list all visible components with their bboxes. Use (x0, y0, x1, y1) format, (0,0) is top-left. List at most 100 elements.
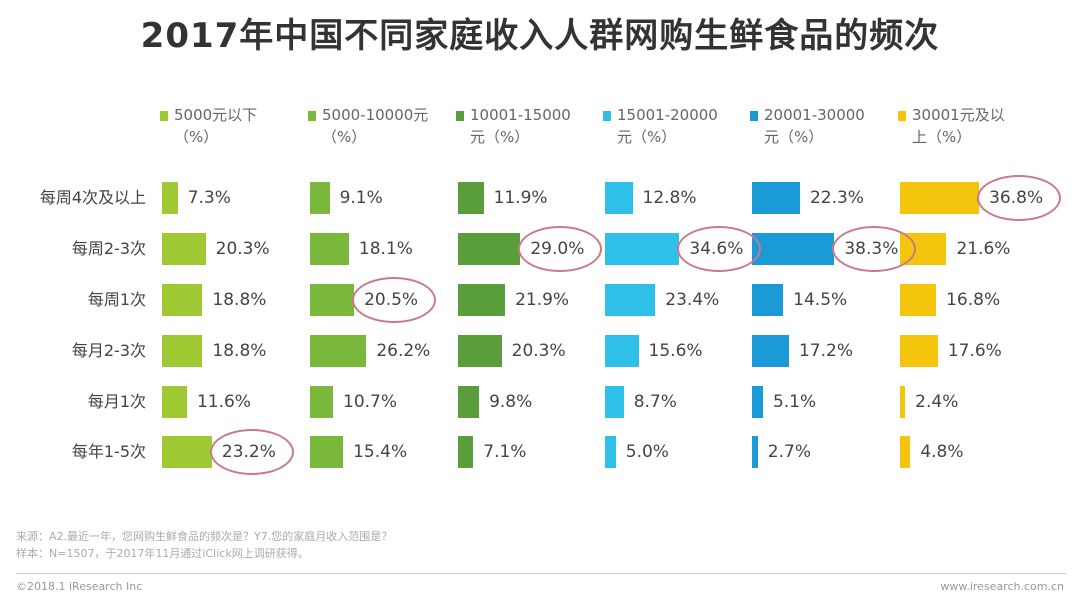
bar-s2-c1 (458, 233, 521, 265)
bar-label-s1-c5: 15.4% (353, 442, 408, 462)
legend-unit-5: 上（%） (912, 128, 972, 146)
highlight-circle-0 (209, 429, 294, 475)
bar-s5-c5 (900, 436, 911, 468)
bar-label-s3-c5: 5.0% (625, 442, 669, 462)
legend-unit-4: 元（%） (764, 128, 824, 146)
highlight-circle-1 (352, 277, 437, 323)
bar-label-s0-c2: 18.8% (212, 290, 267, 310)
legend-swatch-4 (750, 110, 758, 121)
legend-label-3: 15001-20000 (617, 106, 718, 124)
legend-unit-1: （%） (322, 128, 367, 146)
bar-label-s5-c1: 21.6% (956, 239, 1011, 259)
legend-label-2: 10001-15000 (470, 106, 571, 124)
legend-unit-2: 元（%） (470, 128, 530, 146)
bar-s4-c1 (752, 233, 835, 265)
bar-label-s1-c0: 9.1% (339, 188, 383, 208)
bar-s3-c0 (605, 182, 633, 214)
bar-s1-c4 (310, 386, 333, 418)
bar-label-s4-c4: 5.1% (772, 392, 817, 412)
bar-s0-c3 (162, 335, 203, 367)
legend-swatch-5 (898, 110, 906, 121)
bar-s5-c4 (900, 386, 906, 418)
legend-item-3: 15001-20000 元（%） (603, 104, 753, 148)
bar-label-s2-c2: 21.9% (515, 290, 570, 310)
legend-swatch-1 (308, 110, 316, 121)
bar-label-s1-c1: 18.1% (358, 239, 413, 259)
legend-item-2: 10001-15000 元（%） (456, 104, 606, 148)
category-label-1: 每周2-3次 (71, 239, 146, 258)
chart-title: 2017年中国不同家庭收入人群网购生鲜食品的频次 (140, 16, 940, 56)
bar-label-s5-c4: 2.4% (915, 392, 959, 412)
bar-s4-c2 (752, 284, 784, 316)
bar-s5-c0 (900, 182, 980, 214)
bar-label-s4-c5: 2.7% (767, 442, 811, 462)
bar-s0-c5 (162, 436, 212, 468)
legend-unit-0: （%） (174, 128, 219, 146)
bar-s1-c1 (310, 233, 349, 265)
bar-label-s5-c2: 16.8% (946, 290, 1001, 310)
bar-s1-c2 (310, 284, 355, 316)
category-label-4: 每月1次 (87, 392, 146, 411)
legend-label-1: 5000-10000元 (322, 106, 429, 124)
bar-label-s5-c3: 17.6% (947, 341, 1002, 361)
legend-label-4: 20001-30000 (764, 106, 865, 124)
legend-label-0: 5000元以下 (174, 106, 258, 124)
bar-label-s4-c2: 14.5% (793, 290, 848, 310)
bar-label-s1-c3: 26.2% (376, 341, 431, 361)
highlight-circle-4 (832, 226, 917, 272)
bar-label-s1-c4: 10.7% (343, 392, 398, 412)
bar-label-s2-c3: 20.3% (511, 341, 566, 361)
bar-s3-c2 (605, 284, 656, 316)
bar-s0-c0 (162, 182, 178, 214)
legend-unit-3: 元（%） (617, 128, 677, 146)
bar-label-s3-c0: 12.8% (642, 188, 697, 208)
legend-label-5: 30001元及以 (912, 106, 1005, 124)
bar-label-s3-c2: 23.4% (665, 290, 720, 310)
bar-s5-c2 (900, 284, 937, 316)
bar-s3-c1 (605, 233, 680, 265)
bar-s4-c4 (752, 386, 763, 418)
category-label-3: 每月2-3次 (71, 341, 146, 360)
bar-s3-c4 (605, 386, 624, 418)
bar-label-s0-c3: 18.8% (212, 341, 267, 361)
bar-label-s4-c3: 17.2% (798, 341, 853, 361)
bar-label-s0-c1: 20.3% (215, 239, 270, 259)
category-label-0: 每周4次及以上 (39, 188, 146, 207)
bar-s4-c5 (752, 436, 758, 468)
bar-s1-c3 (310, 335, 367, 367)
bar-s4-c0 (752, 182, 800, 214)
bar-label-s2-c0: 11.9% (493, 188, 548, 208)
bar-s2-c2 (458, 284, 506, 316)
bar-s5-c3 (900, 335, 938, 367)
bar-s0-c4 (162, 386, 187, 418)
website-link[interactable]: www.iresearch.com.cn (940, 580, 1064, 593)
bar-label-s4-c0: 22.3% (809, 188, 864, 208)
bar-label-s3-c4: 8.7% (633, 392, 677, 412)
legend-swatch-3 (603, 110, 611, 121)
bar-s0-c2 (162, 284, 203, 316)
bar-label-s2-c4: 9.8% (489, 392, 533, 412)
legend-swatch-0 (160, 110, 168, 121)
highlight-circle-5 (977, 175, 1062, 221)
highlight-circle-3 (677, 226, 762, 272)
bar-label-s5-c5: 4.8% (920, 442, 964, 462)
bar-s0-c1 (162, 233, 206, 265)
legend-swatch-2 (456, 110, 464, 121)
legend-item-5: 30001元及以 上（%） (898, 104, 1048, 148)
legend-item-0: 5000元以下 （%） (160, 104, 310, 148)
category-label-5: 每年1-5次 (71, 442, 146, 461)
bar-s2-c3 (458, 335, 502, 367)
highlight-circle-2 (518, 226, 603, 272)
bar-s2-c0 (458, 182, 484, 214)
bar-s2-c5 (458, 436, 474, 468)
footnote-source: 来源：A2.最近一年，您网购生鲜食品的频次是？Y7.您的家庭月收入范围是？ (16, 530, 393, 543)
bar-label-s0-c4: 11.6% (196, 392, 251, 412)
bar-label-s0-c0: 7.3% (187, 188, 231, 208)
bar-s3-c5 (605, 436, 616, 468)
footnote-sample: 样本：N=1507，于2017年11月通过iClick网上调研获得。 (16, 547, 309, 560)
bar-s3-c3 (605, 335, 639, 367)
bar-label-s2-c5: 7.1% (483, 442, 527, 462)
bar-s2-c4 (458, 386, 480, 418)
copyright-text: ©2018.1 iResearch Inc (16, 580, 143, 593)
legend-item-1: 5000-10000元 （%） (308, 104, 458, 148)
